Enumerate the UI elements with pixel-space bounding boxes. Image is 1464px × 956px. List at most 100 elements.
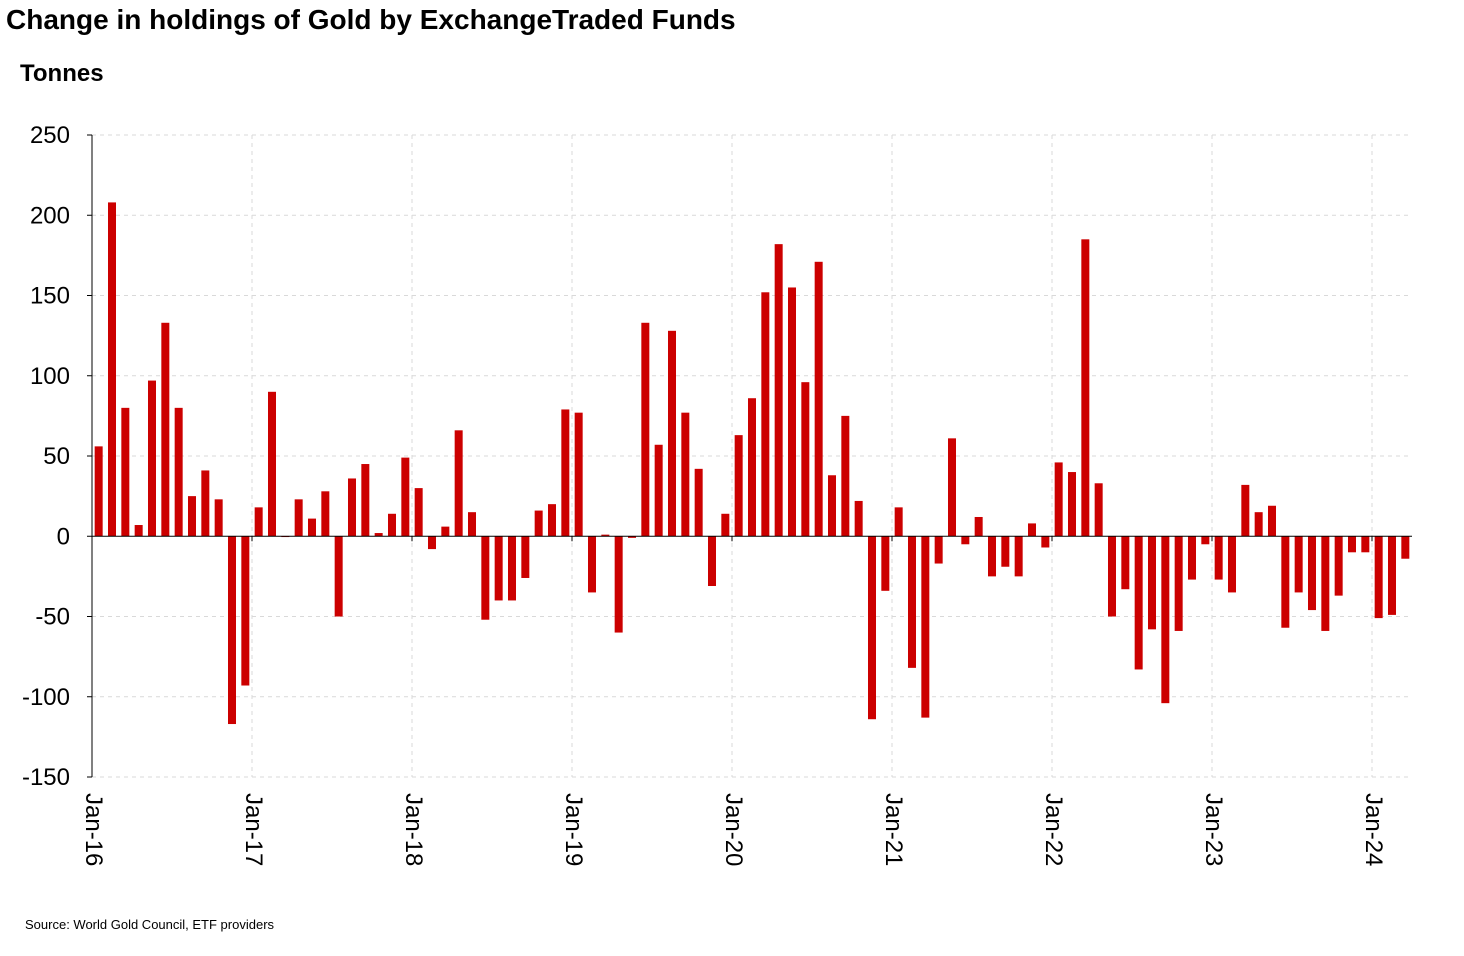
bar-Nov-20 (868, 536, 876, 720)
bar-Nov-16 (228, 536, 236, 725)
bar-Sep-17 (361, 464, 370, 537)
bar-Mar-24 (1401, 536, 1410, 559)
bar-May-22 (1108, 536, 1116, 617)
bar-Apr-21 (934, 536, 943, 564)
bar-May-16 (148, 380, 156, 537)
bar-Nov-18 (548, 504, 556, 537)
bar-Jan-20 (734, 435, 743, 537)
bar-Aug-19 (668, 330, 676, 537)
bar-Dec-18 (561, 409, 570, 537)
x-tick-label: Jan-24 (1360, 793, 1387, 866)
bar-Jun-18 (481, 536, 490, 620)
bar-Jul-21 (974, 516, 983, 537)
bar-May-19 (628, 536, 636, 538)
bar-Apr-16 (134, 525, 143, 537)
source-note: Source: World Gold Council, ETF provider… (25, 917, 275, 932)
bar-Oct-22 (1174, 536, 1183, 631)
bar-Jan-19 (574, 412, 583, 537)
bar-Feb-21 (908, 536, 916, 668)
bar-Feb-18 (428, 536, 436, 550)
bar-Apr-20 (774, 244, 783, 537)
x-tick-label: Jan-22 (1040, 793, 1067, 866)
bar-Jan-21 (894, 507, 903, 537)
y-tick-label: 50 (43, 443, 70, 470)
y-tick-label: -50 (35, 604, 70, 631)
bar-Dec-20 (881, 536, 890, 591)
bar-Nov-21 (1028, 523, 1036, 537)
bar-Jan-17 (254, 507, 263, 537)
bar-Sep-19 (681, 412, 690, 537)
bar-Oct-23 (1334, 536, 1343, 596)
y-tick-label: 150 (30, 283, 70, 310)
bar-Aug-22 (1148, 536, 1156, 630)
bar-Mar-22 (1081, 239, 1090, 537)
bar-Jan-23 (1214, 536, 1223, 580)
bar-May-23 (1268, 505, 1276, 537)
y-tick-label: 200 (30, 202, 70, 229)
y-tick-label: -150 (22, 764, 70, 791)
y-tick-label: 0 (57, 523, 70, 550)
x-tick-label: Jan-17 (240, 793, 267, 866)
bar-Jan-22 (1054, 462, 1063, 537)
bar-Nov-17 (388, 513, 396, 537)
bar-Jul-16 (174, 407, 183, 537)
bar-Jun-19 (641, 322, 650, 537)
bar-Feb-19 (588, 536, 596, 593)
x-axis-ticks: Jan-16 Jan-17 Jan-18 Jan-19 Jan-20 Jan-21 Jan-… (80, 536, 1387, 866)
y-tick-label: -100 (22, 684, 70, 711)
bar-Jun-22 (1121, 536, 1130, 590)
bar-Mar-19 (601, 534, 610, 537)
bar-Sep-18 (521, 536, 530, 578)
bar-Feb-17 (268, 391, 276, 537)
bar-Nov-23 (1348, 536, 1356, 553)
bar-Apr-23 (1254, 512, 1263, 537)
bar-Jun-23 (1281, 536, 1290, 628)
bar-Feb-16 (108, 202, 116, 537)
chart-title: Change in holdings of Gold by ExchangeTr… (6, 4, 736, 35)
bar-Mar-21 (921, 536, 930, 718)
x-tick-label: Jan-18 (400, 793, 427, 866)
bar-Aug-18 (508, 536, 516, 601)
bar-Nov-22 (1188, 536, 1196, 580)
bar-Apr-18 (454, 430, 463, 537)
bar-Jun-21 (961, 536, 970, 545)
bar-Dec-16 (241, 536, 250, 686)
bar-Feb-22 (1068, 472, 1076, 537)
bar-Jul-18 (494, 536, 503, 601)
bar-May-18 (468, 512, 476, 537)
y-tick-label: 100 (30, 363, 70, 390)
bar-Jul-17 (334, 536, 343, 617)
bar-Oct-19 (694, 468, 703, 537)
x-tick-label: Jan-21 (880, 793, 907, 866)
y-axis-ticks: 250 200 150 100 50 0 -50 -100 -150 (22, 122, 92, 791)
bar-Dec-19 (721, 513, 730, 537)
bar-Nov-19 (708, 536, 716, 587)
bar-Jan-16 (94, 446, 103, 537)
bar-Aug-17 (348, 478, 356, 537)
bar-Sep-22 (1161, 536, 1170, 704)
bar-Jun-20 (801, 382, 810, 537)
bar-Mar-18 (441, 526, 450, 537)
bar-Mar-20 (761, 292, 770, 537)
bar-Sep-16 (201, 470, 210, 537)
bar-Feb-23 (1228, 536, 1236, 593)
bar-Jul-20 (814, 261, 823, 537)
x-tick-label: Jan-23 (1200, 793, 1227, 866)
bar-May-20 (788, 287, 796, 537)
bar-Feb-20 (748, 398, 756, 537)
bar-Apr-22 (1094, 483, 1103, 537)
bar-Sep-20 (841, 415, 850, 537)
bar-Oct-20 (854, 500, 863, 537)
bar-Jan-18 (414, 488, 423, 537)
bar-Jun-16 (161, 322, 170, 537)
bar-May-21 (948, 438, 956, 537)
bar-Jun-17 (321, 491, 330, 537)
gridlines (92, 134, 1412, 778)
bar-Oct-18 (534, 510, 543, 537)
bar-Sep-23 (1321, 536, 1330, 631)
x-tick-label: Jan-20 (720, 793, 747, 866)
y-tick-label: 250 (30, 122, 70, 149)
bar-Feb-24 (1388, 536, 1396, 615)
bar-Jan-24 (1374, 536, 1383, 619)
